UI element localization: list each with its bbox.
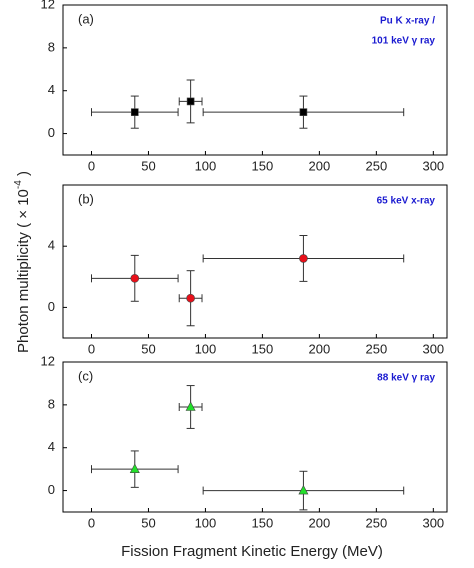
x-tick-label: 100 bbox=[195, 515, 217, 530]
x-tick-label: 100 bbox=[195, 341, 217, 356]
x-tick-label: 50 bbox=[141, 341, 155, 356]
y-tick-label: 8 bbox=[48, 396, 55, 411]
y-tick-label: 0 bbox=[48, 482, 55, 497]
point bbox=[130, 274, 140, 283]
y-axis-label-exp: -4 bbox=[13, 180, 24, 189]
y-tick-label: 8 bbox=[48, 39, 55, 54]
y-tick-label: 0 bbox=[48, 125, 55, 140]
x-tick-label: 0 bbox=[88, 158, 95, 173]
x-tick-label: 100 bbox=[195, 158, 217, 173]
x-tick-label: 200 bbox=[309, 515, 331, 530]
panel-label: (c) bbox=[78, 368, 93, 383]
point bbox=[186, 293, 195, 303]
panel-label: (a) bbox=[78, 11, 94, 26]
x-tick-label: 250 bbox=[366, 341, 388, 356]
x-axis-label: Fission Fragment Kinetic Energy (MeV) bbox=[121, 543, 383, 560]
plot-frame bbox=[62, 361, 448, 513]
annotation: 65 keV x-ray bbox=[377, 196, 436, 207]
x-tick-label: 50 bbox=[141, 515, 155, 530]
x-tick-label: 150 bbox=[252, 341, 274, 356]
y-tick-label: 4 bbox=[48, 439, 55, 454]
plot-frame bbox=[62, 4, 448, 156]
y-axis-label-main: Photon multiplicity ( × 10 bbox=[15, 189, 32, 353]
plot-frame bbox=[62, 184, 448, 339]
panel-label: (b) bbox=[78, 191, 94, 206]
x-tick-label: 250 bbox=[366, 158, 388, 173]
annotation: 101 keV γ ray bbox=[372, 36, 436, 47]
x-tick-label: 50 bbox=[141, 158, 155, 173]
x-tick-label: 250 bbox=[366, 515, 388, 530]
x-tick-label: 300 bbox=[422, 515, 444, 530]
x-tick-label: 200 bbox=[309, 341, 331, 356]
x-tick-label: 150 bbox=[252, 158, 274, 173]
y-tick-label: 4 bbox=[48, 82, 55, 97]
y-axis-label-end: ) bbox=[15, 171, 32, 180]
y-tick-label: 4 bbox=[48, 238, 55, 253]
point bbox=[299, 108, 308, 116]
point bbox=[185, 401, 196, 411]
x-tick-label: 0 bbox=[88, 515, 95, 530]
x-tick-label: 300 bbox=[422, 158, 444, 173]
point bbox=[299, 254, 308, 263]
point bbox=[130, 108, 139, 116]
point bbox=[129, 463, 140, 473]
y-tick-label: 12 bbox=[41, 353, 55, 368]
y-tick-label: 12 bbox=[41, 0, 55, 11]
annotation: 88 keV γ ray bbox=[377, 373, 435, 384]
x-tick-label: 150 bbox=[252, 515, 274, 530]
x-tick-label: 0 bbox=[88, 341, 95, 356]
y-axis-label: Photon multiplicity ( × 10-4 ) bbox=[13, 171, 32, 353]
x-tick-label: 200 bbox=[309, 158, 331, 173]
y-tick-label: 0 bbox=[48, 299, 55, 314]
annotation: Pu K x-ray / bbox=[380, 16, 435, 27]
point bbox=[298, 484, 309, 495]
point bbox=[186, 97, 195, 106]
x-tick-label: 300 bbox=[422, 341, 444, 356]
